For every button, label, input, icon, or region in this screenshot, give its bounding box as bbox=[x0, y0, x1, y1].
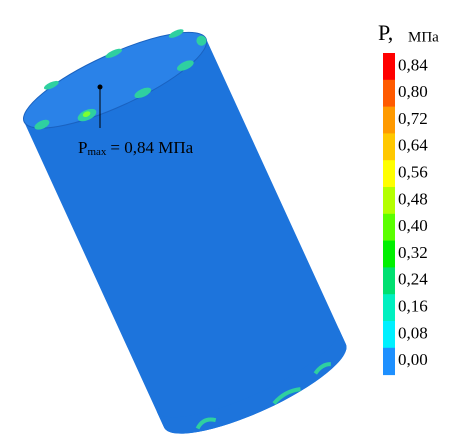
scale-swatch bbox=[383, 321, 395, 348]
scale-label: 0,32 bbox=[398, 243, 428, 262]
scale-swatch bbox=[383, 348, 395, 375]
scale-swatch bbox=[383, 160, 395, 187]
fea-view: Pmax= 0,84 МПа P, МПа 0,840,800,720,640,… bbox=[0, 0, 466, 435]
scale-swatch bbox=[383, 80, 395, 107]
scale-label: 0,80 bbox=[398, 82, 428, 101]
annotation-text: = 0,84 МПа bbox=[110, 138, 193, 157]
legend-unit: МПа bbox=[408, 29, 439, 45]
scale-label: 0,84 bbox=[398, 55, 428, 74]
scale-label: 0,16 bbox=[398, 297, 428, 316]
scale-label: 0,08 bbox=[398, 323, 428, 342]
scale-swatch bbox=[383, 53, 395, 80]
scale-label: 0,00 bbox=[398, 350, 428, 369]
scale-label: 0,64 bbox=[398, 136, 428, 155]
scale-label: 0,24 bbox=[398, 270, 428, 289]
scale-swatch bbox=[383, 133, 395, 160]
scale-label: 0,72 bbox=[398, 109, 428, 128]
legend-title: P, bbox=[378, 20, 393, 45]
color-scale: 0,84 0,80 0,72 0,64 0,56 0,48 0,40 0,32 0,24 0,16… bbox=[383, 53, 428, 375]
scale-label: 0,56 bbox=[398, 163, 428, 182]
scale-swatch bbox=[383, 187, 395, 214]
scale-swatch bbox=[383, 107, 395, 134]
scale-label: 0,40 bbox=[398, 216, 428, 235]
scale-swatch bbox=[383, 214, 395, 241]
annotation-subscript: max bbox=[87, 146, 106, 158]
annotation-symbol: P bbox=[78, 138, 87, 157]
cylinder bbox=[12, 13, 356, 435]
scale-swatch bbox=[383, 294, 395, 321]
scale-swatch bbox=[383, 241, 395, 268]
scale-swatch bbox=[383, 267, 395, 294]
scale-label: 0,48 bbox=[398, 189, 428, 208]
